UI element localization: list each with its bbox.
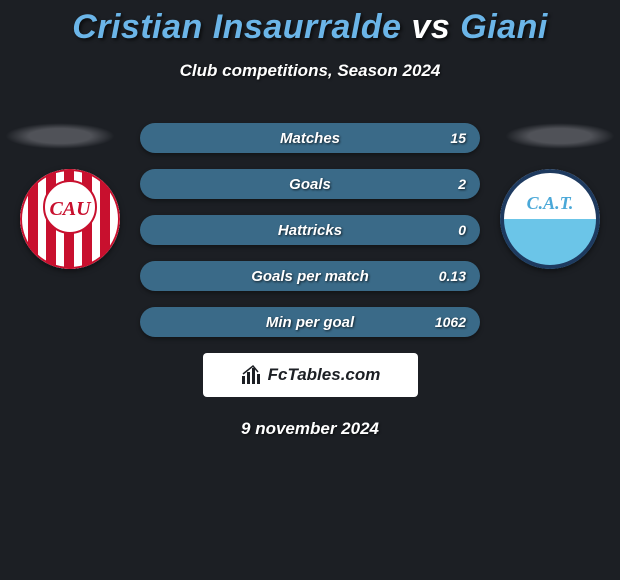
stat-value-right: 15 — [450, 130, 466, 146]
stat-row: Matches 15 — [140, 123, 480, 153]
team1-badge-text: CAU — [49, 198, 92, 220]
stat-label: Goals per match — [251, 268, 369, 285]
team2-badge-text: C.A.T. — [527, 193, 574, 213]
brand-text: FcTables.com — [268, 365, 381, 385]
subtitle: Club competitions, Season 2024 — [0, 61, 620, 81]
stats-table: Matches 15 Goals 2 Hattricks 0 Goals per match… — [140, 123, 480, 337]
stat-row: Hattricks 0 — [140, 215, 480, 245]
comparison-title: Cristian Insaurralde vs Giani — [0, 0, 620, 47]
stat-label: Min per goal — [266, 314, 354, 331]
stat-value-right: 0.13 — [439, 268, 466, 284]
team2-badge-svg: C.A.T. — [500, 169, 600, 269]
stat-label: Goals — [289, 176, 331, 193]
player2-name: Giani — [460, 8, 548, 46]
stat-value-right: 2 — [458, 176, 466, 192]
player2-shadow — [505, 123, 615, 149]
stat-row: Goals 2 — [140, 169, 480, 199]
team2-badge: C.A.T. — [500, 169, 600, 269]
player1-shadow — [5, 123, 115, 149]
team1-badge: CAU — [20, 169, 120, 269]
stat-label: Hattricks — [278, 222, 342, 239]
stat-row: Goals per match 0.13 — [140, 261, 480, 291]
vs-separator: vs — [411, 8, 450, 46]
content-area: CAU C.A.T. Matches 15 Goals 2 Hattricks 0 Goal… — [0, 123, 620, 439]
stat-value-right: 1062 — [435, 314, 466, 330]
chart-icon — [240, 364, 262, 386]
stat-value-right: 0 — [458, 222, 466, 238]
brand-box: FcTables.com — [203, 353, 418, 397]
snapshot-date: 9 november 2024 — [0, 419, 620, 439]
stat-label: Matches — [280, 130, 340, 147]
team1-badge-svg: CAU — [20, 169, 120, 269]
stat-row: Min per goal 1062 — [140, 307, 480, 337]
player1-name: Cristian Insaurralde — [72, 8, 401, 46]
